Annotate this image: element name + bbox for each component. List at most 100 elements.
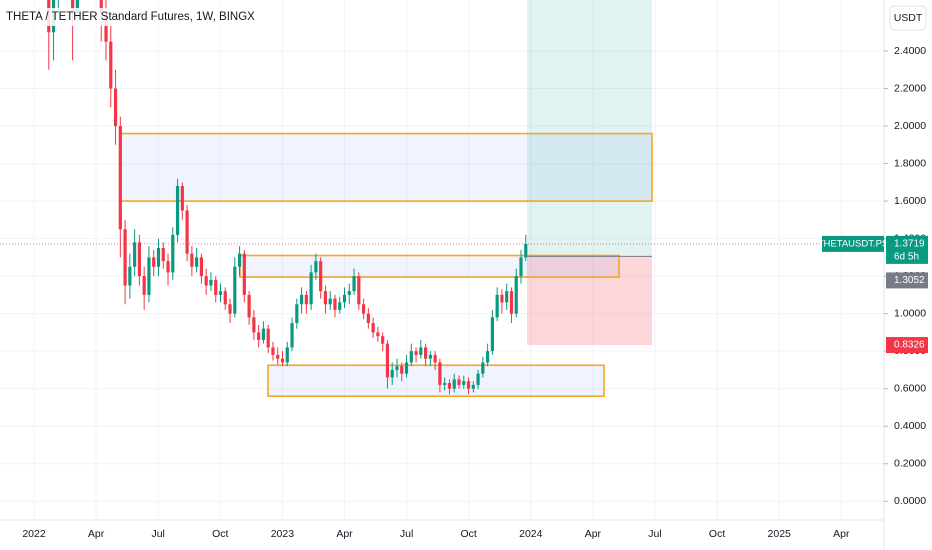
y-tick-label: 2.0000	[894, 120, 926, 132]
candle-body	[309, 272, 313, 305]
candle-body	[237, 253, 242, 267]
candle-body	[142, 276, 146, 295]
candle-body	[152, 257, 156, 267]
candle-body	[185, 210, 189, 254]
y-tick-label: 0.6000	[894, 382, 926, 394]
candle-body	[266, 328, 270, 348]
candle-body	[171, 234, 175, 273]
candle-body	[133, 242, 137, 267]
candle-body	[71, 0, 75, 14]
candle-body	[290, 323, 294, 348]
target-zone	[527, 0, 652, 257]
candle-body	[333, 298, 337, 310]
candle-body	[104, 13, 108, 42]
candle-body	[471, 384, 475, 389]
candle-body	[137, 242, 141, 277]
candle-body	[457, 379, 461, 385]
candle-body	[257, 332, 261, 340]
candle-body	[476, 373, 480, 385]
candle-body	[438, 362, 442, 385]
chart-title: THETA / TETHER Standard Futures, 1W, BIN…	[6, 11, 255, 23]
candle-body	[490, 317, 494, 352]
entry-label: 1.3052	[894, 275, 925, 286]
candle-body	[109, 41, 113, 89]
candle-body	[123, 229, 127, 286]
x-tick-label: Oct	[709, 528, 725, 540]
candle-body	[462, 381, 466, 385]
candle-body	[481, 362, 485, 374]
y-tick-label: 1.8000	[894, 157, 926, 169]
grid	[0, 0, 884, 520]
candle-body	[347, 291, 351, 295]
candle-body	[252, 317, 256, 333]
title-bg	[0, 8, 230, 26]
candle-body	[285, 347, 289, 363]
plot-area	[0, 0, 884, 397]
x-tick-label: 2024	[519, 528, 543, 540]
y-tick-label: 0.4000	[894, 420, 926, 432]
x-tick-label: Jul	[648, 528, 661, 540]
candle-body	[424, 347, 428, 359]
candle-body	[295, 304, 299, 324]
candle-body	[486, 351, 490, 363]
x-tick-label: Jul	[151, 528, 164, 540]
candle-body	[271, 347, 275, 355]
candle-body	[352, 276, 356, 292]
y-tick-label: 2.4000	[894, 45, 926, 57]
candle-body	[495, 294, 499, 318]
candle-body	[99, 0, 103, 14]
x-tick-label: 2023	[271, 528, 295, 540]
candle-body	[519, 257, 523, 277]
candle-body	[280, 358, 285, 363]
x-tick-label: Oct	[461, 528, 477, 540]
candle-body	[419, 347, 423, 355]
last-price-label: 1.3719	[894, 239, 925, 250]
candle-body	[414, 351, 418, 355]
candle-body	[500, 294, 504, 303]
y-tick-label: 0.0000	[894, 495, 926, 507]
currency-label[interactable]: USDT	[894, 12, 923, 24]
candle-body	[385, 343, 390, 378]
candle-body	[319, 261, 323, 292]
candle-body	[175, 186, 180, 235]
candle-body	[299, 294, 304, 305]
zone	[267, 364, 605, 397]
candle-body	[409, 351, 413, 363]
candle-body	[223, 291, 227, 305]
candle-body	[156, 247, 161, 267]
currency-button[interactable]	[889, 5, 927, 31]
x-tick-label: Apr	[833, 528, 850, 540]
x-tick-label: 2025	[768, 528, 792, 540]
candle-body	[314, 261, 318, 273]
candle-body	[204, 276, 208, 286]
candle-body	[447, 383, 452, 389]
x-tick-label: Apr	[88, 528, 105, 540]
x-tick-label: 2022	[22, 528, 46, 540]
candle-body	[247, 294, 251, 318]
zone	[239, 254, 620, 278]
candle-body	[514, 276, 518, 314]
stop-label: 0.8326	[894, 340, 925, 351]
candle-body	[75, 0, 79, 14]
candle-body	[466, 381, 471, 389]
candle-body	[161, 247, 165, 262]
candle-body	[128, 266, 132, 286]
candle-body	[342, 294, 347, 303]
candle-body	[509, 291, 514, 314]
symbol-label: THETAUSDT.PS	[818, 238, 889, 249]
x-tick-label: Apr	[336, 528, 353, 540]
candle-body	[199, 257, 204, 277]
stop-zone	[527, 256, 652, 346]
y-tick-label: 0.2000	[894, 458, 926, 470]
candle-body	[276, 354, 280, 359]
y-tick-label: 2.2000	[894, 82, 926, 94]
symbol-tag	[822, 235, 884, 252]
candle-body	[395, 366, 399, 370]
axes: 2022 Apr Jul Oct 2023 Apr Jul Oct 2024 Apr Jul Oct 2…	[22, 45, 928, 540]
candle-body	[233, 266, 237, 314]
candle-body	[113, 88, 118, 127]
x-tick-label: Jul	[400, 528, 413, 540]
candle-body	[166, 261, 170, 273]
candle-body	[390, 369, 394, 378]
